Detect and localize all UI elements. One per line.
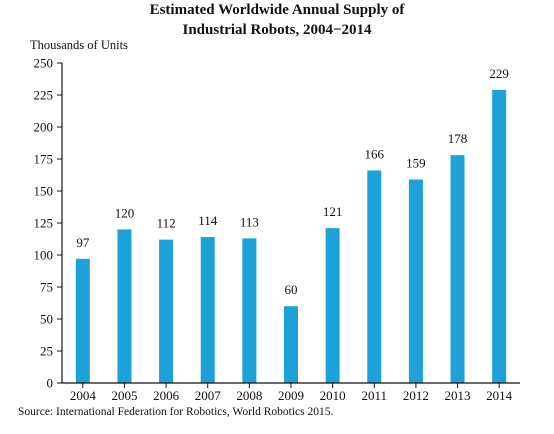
y-tick-label: 0 xyxy=(47,376,54,391)
y-axis: 0 25 50 75 100 125 150 175 200 225 250 xyxy=(34,56,63,391)
bar-2013 xyxy=(450,155,465,383)
bar-2010 xyxy=(325,228,340,383)
data-label-2009: 60 xyxy=(285,282,298,297)
x-tick-label-2012: 2012 xyxy=(403,388,429,403)
y-tick-label: 50 xyxy=(40,312,53,327)
data-label-2004: 97 xyxy=(76,235,90,250)
bar-2004 xyxy=(75,258,90,383)
data-label-2005: 120 xyxy=(115,205,135,220)
data-label-2012: 159 xyxy=(406,155,426,170)
data-label-2007: 114 xyxy=(198,213,218,228)
x-tick-label-2013: 2013 xyxy=(445,388,471,403)
y-tick-label: 75 xyxy=(40,280,53,295)
data-label-2014: 229 xyxy=(489,66,509,81)
bar-2012 xyxy=(408,179,423,383)
y-tick-label: 25 xyxy=(40,344,53,359)
x-tick-label-2006: 2006 xyxy=(153,388,180,403)
bar-2005 xyxy=(117,229,132,383)
x-tick-label-2009: 2009 xyxy=(278,388,304,403)
x-axis: 2004 2005 2006 2007 2008 2009 2010 2011 2012 2013… xyxy=(62,382,520,403)
x-tick-label-2011: 2011 xyxy=(362,388,388,403)
y-tick-label: 100 xyxy=(34,248,54,263)
y-tick-label: 175 xyxy=(34,152,54,167)
y-tick-label: 250 xyxy=(34,56,54,71)
bar-2008 xyxy=(242,238,257,383)
chart-title-line-1: Estimated Worldwide Annual Supply of xyxy=(150,2,406,18)
data-label-2011: 166 xyxy=(365,147,385,162)
y-tick-label: 200 xyxy=(34,120,54,135)
y-axis-title: Thousands of Units xyxy=(30,38,128,52)
bar-2011 xyxy=(367,170,382,383)
data-label-2010: 121 xyxy=(323,204,343,219)
bars: 97 120 112 114 113 60 121 166 159 178 229 xyxy=(75,66,509,383)
x-tick-label-2007: 2007 xyxy=(195,388,222,403)
x-tick-label-2004: 2004 xyxy=(70,388,97,403)
data-label-2013: 178 xyxy=(448,131,468,146)
x-tick-label-2005: 2005 xyxy=(111,388,137,403)
bar-2009 xyxy=(284,306,298,383)
y-tick-label: 150 xyxy=(34,184,54,199)
chart-title-line-2: Industrial Robots, 2004−2014 xyxy=(183,22,372,38)
x-tick-label-2010: 2010 xyxy=(320,388,346,403)
data-label-2006: 112 xyxy=(157,216,176,231)
bar-2006 xyxy=(159,239,174,383)
data-label-2008: 113 xyxy=(240,214,259,229)
y-tick-label: 125 xyxy=(34,216,54,231)
x-tick-label-2014: 2014 xyxy=(486,388,513,403)
y-tick-label: 225 xyxy=(34,88,54,103)
bar-2014 xyxy=(492,89,507,383)
x-tick-label-2008: 2008 xyxy=(236,388,262,403)
bar-2007 xyxy=(200,237,215,383)
source-note: Source: International Federation for Rob… xyxy=(18,406,333,418)
